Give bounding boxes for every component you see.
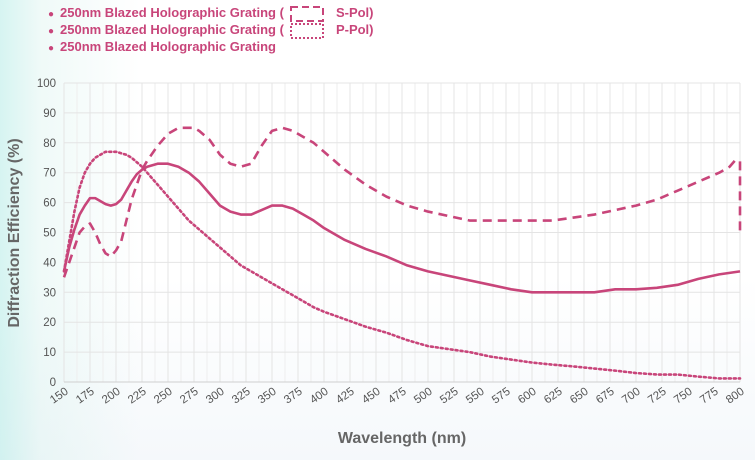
y-tick-label: 70 [43,168,56,180]
y-tick-label: 30 [43,287,56,299]
series-line-dashed[interactable] [62,126,742,278]
legend-label-p-pol: 250nm Blazed Holographic Grating ( [60,22,284,37]
x-tick-label: 475 [386,386,409,407]
x-tick-label: 750 [672,386,695,407]
legend-bullet: ● [48,9,55,20]
x-tick-label: 500 [412,386,435,407]
legend-suffix-s-pol: S-Pol) [335,5,374,20]
x-tick-label: 800 [724,386,747,407]
y-tick-label: 10 [43,347,56,359]
tick-labels: 150 175 200 225 250 275 300 325 350 375 400 425 450 4… [37,78,747,406]
x-tick-label: 675 [594,386,617,407]
x-tick-label: 450 [360,386,383,407]
x-tick-label: 600 [516,386,539,407]
x-tick-label: 275 [178,386,201,407]
legend-suffix-p-pol: P-Pol) [335,22,374,37]
x-tick-label: 300 [204,386,227,407]
y-tick-label: 90 [43,108,56,120]
x-tick-label: 400 [308,386,331,407]
x-tick-label: 375 [282,386,305,407]
x-tick-label: 250 [152,386,175,407]
x-tick-label: 625 [542,386,565,407]
x-tick-label: 775 [698,386,721,407]
legend-label-s-pol: 250nm Blazed Holographic Grating ( [60,5,284,20]
legend-swatch-dashed [289,5,324,22]
x-tick-label: 425 [334,386,357,407]
x-tick-label: 525 [438,386,461,407]
x-tick-label: 575 [490,386,513,407]
legend-swatch-dotted [289,22,324,39]
x-tick-label: 325 [230,386,253,407]
series-line-dotted[interactable] [62,150,742,380]
y-axis-title: Diffraction Efficiency (%) [6,138,23,327]
legend-bullet: ● [48,26,55,37]
legend-item-solid[interactable]: ● 250nm Blazed Holographic Grating [48,38,374,55]
x-axis-title: Wavelength (nm) [338,430,466,447]
y-tick-label: 0 [50,377,56,389]
y-tick-label: 40 [43,257,56,269]
y-tick-label: 50 [43,228,56,240]
y-tick-label: 20 [43,317,56,329]
x-tick-label: 725 [646,386,669,407]
series-lines [62,126,742,380]
legend-item-p-pol[interactable]: ● 250nm Blazed Holographic Grating ( P-Pol… [48,21,374,39]
x-tick-label: 200 [100,386,123,407]
y-tick-label: 80 [43,138,56,150]
x-tick-label: 350 [256,386,279,407]
y-tick-label: 60 [43,198,56,210]
series-line-solid[interactable] [62,162,741,294]
x-tick-label: 225 [126,386,149,407]
x-tick-label: 650 [568,386,591,407]
x-tick-label: 550 [464,386,487,407]
y-tick-label: 100 [37,78,56,90]
legend-bullet: ● [48,43,55,54]
legend: ● 250nm Blazed Holographic Grating ( S-Pol… [48,4,374,55]
legend-item-s-pol[interactable]: ● 250nm Blazed Holographic Grating ( S-Pol… [48,4,374,22]
grid-lines [63,82,741,383]
legend-label-solid: 250nm Blazed Holographic Grating [60,39,276,54]
x-tick-label: 175 [74,386,97,407]
x-tick-label: 700 [620,386,643,407]
